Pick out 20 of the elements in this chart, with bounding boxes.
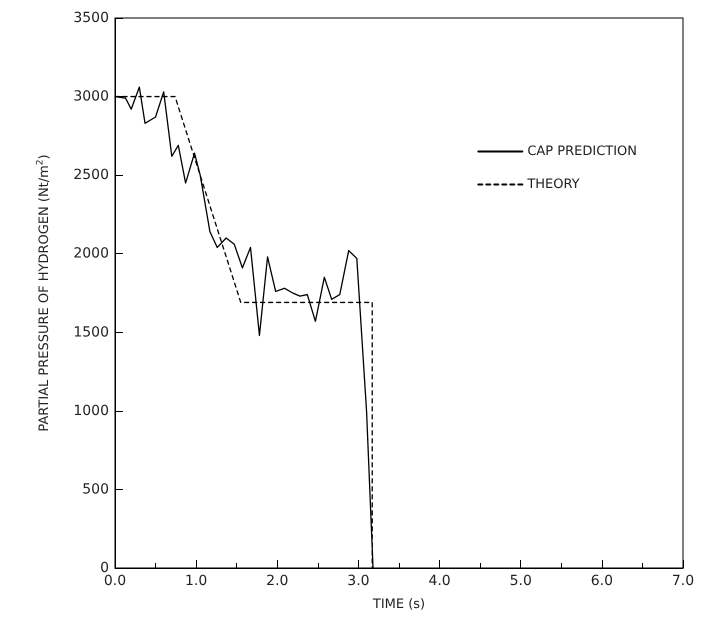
y-tick-label: 3000 <box>73 88 109 105</box>
y-tick-label: 2000 <box>73 246 109 262</box>
legend-label: THEORY <box>526 177 580 192</box>
x-tick-label: 0.0 <box>104 573 126 589</box>
x-tick-label: 5.0 <box>510 573 532 589</box>
y-axis-title: PARTIAL PRESSURE OF HYDROGEN (Nt/m2) <box>36 154 52 432</box>
y-tick-label: 1000 <box>73 402 109 419</box>
y-tick-label: 0 <box>100 560 109 576</box>
x-tick-label: 2.0 <box>266 573 288 589</box>
y-tick-label: 500 <box>82 481 109 498</box>
x-tick-label: 1.0 <box>185 573 208 589</box>
legend-label: CAP PREDICTION <box>527 144 638 159</box>
x-tick-label: 7.0 <box>672 573 694 589</box>
y-tick-label: 1500 <box>73 324 109 340</box>
x-tick-label: 3.0 <box>347 573 370 589</box>
y-tick-label: 3500 <box>73 10 109 26</box>
x-tick-label: 6.0 <box>590 573 613 589</box>
y-tick-label: 2500 <box>73 167 109 184</box>
x-tick-label: 4.0 <box>428 573 451 589</box>
x-axis-title: TIME (s) <box>372 597 426 612</box>
